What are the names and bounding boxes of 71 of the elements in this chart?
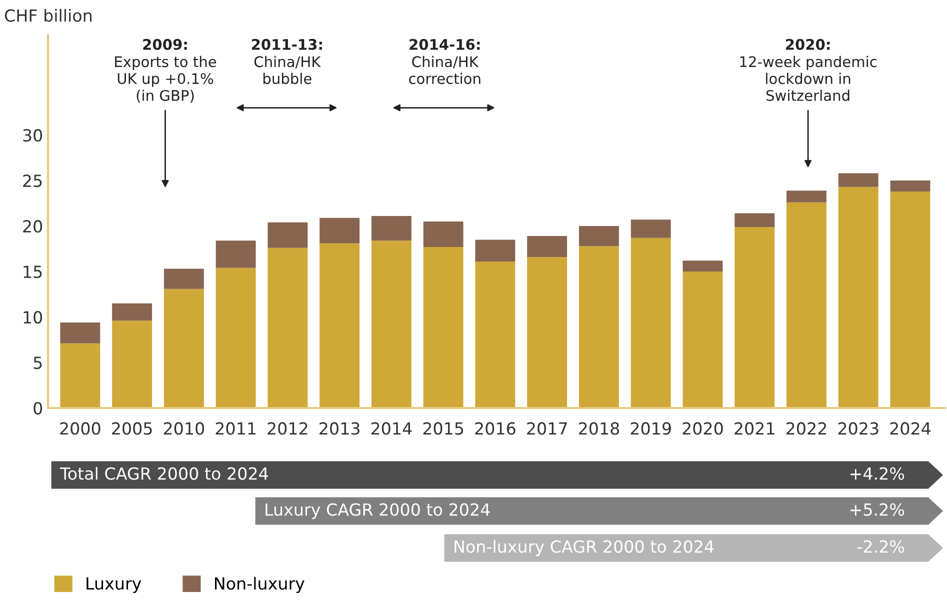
bar [578, 226, 619, 246]
y-axis-title: CHF billion [4, 8, 92, 22]
x-tick-label: 2019 [630, 422, 671, 435]
bar [527, 256, 568, 408]
bar [527, 236, 568, 257]
bar [371, 240, 412, 408]
bar [682, 272, 723, 408]
x-tick-label: 2017 [527, 422, 567, 435]
x-tick-label: 2000 [60, 422, 100, 435]
y-tick-label: 10 [24, 310, 42, 324]
bar [268, 248, 308, 408]
y-tick-label: 5 [34, 356, 42, 370]
bar [578, 246, 619, 408]
bar [682, 260, 723, 272]
bar [164, 268, 204, 289]
y-tick-label: 25 [23, 174, 42, 188]
bar [838, 186, 878, 408]
bar [112, 303, 152, 321]
x-tick-label: 2024 [890, 422, 931, 435]
x-tick-label: 2010 [164, 422, 204, 435]
x-tick-label: 2005 [112, 422, 152, 435]
bar [630, 238, 671, 408]
y-tick-label: 0 [34, 402, 42, 415]
bar [423, 246, 464, 408]
bar [268, 222, 308, 248]
bar [112, 320, 152, 408]
annotation: 2014-16: China/HK correction [409, 38, 480, 84]
bar [890, 180, 930, 192]
bar [786, 190, 826, 202]
x-tick-label: 2021 [734, 422, 774, 435]
x-tick-label: 2014 [371, 422, 412, 435]
bar [216, 240, 256, 268]
bar [838, 173, 878, 187]
bar [475, 262, 516, 408]
bar [734, 213, 775, 227]
bar [734, 226, 775, 408]
bar [371, 216, 412, 241]
bar [423, 222, 464, 247]
y-tick-label: 30 [23, 129, 42, 142]
text: +4.2% [850, 467, 904, 480]
y-tick-label: 20 [23, 220, 42, 233]
text: -2.2% [857, 540, 904, 553]
x-tick-label: 2018 [578, 422, 620, 435]
text: +5.2% [850, 503, 904, 516]
x-tick-label: 2016 [475, 422, 516, 435]
annotation: 2020: 12-week pandemic lockdown in Switzerland [740, 38, 876, 101]
x-tick-label: 2023 [838, 422, 878, 435]
bar [60, 343, 100, 408]
x-tick-label: 2015 [423, 422, 464, 435]
bar [60, 322, 100, 344]
text: Total CAGR 2000 to 2024 [60, 466, 268, 480]
legend-label: Non-luxury [215, 576, 304, 593]
bar [475, 240, 516, 262]
x-tick-label: 2012 [268, 422, 308, 435]
legend-label: Luxury [86, 577, 142, 593]
bar [320, 243, 360, 408]
bar [320, 218, 360, 244]
bar [164, 288, 204, 408]
bar [890, 191, 930, 408]
x-tick-label: 2020 [682, 422, 723, 435]
bar [786, 202, 826, 408]
x-tick-label: 2022 [786, 422, 826, 435]
annotation: 2011-13: China/HK bubble [252, 38, 322, 84]
annotation: 2009: Exports to the UK up +0.1% (in GBP) [115, 38, 216, 103]
y-tick-label: 15 [24, 266, 42, 278]
x-tick-label: 2013 [320, 422, 360, 435]
bar [216, 268, 256, 408]
text: Non-luxury CAGR 2000 to 2024 [454, 540, 714, 556]
bar [630, 220, 671, 238]
x-tick-label: 2011 [216, 422, 256, 435]
text: Luxury CAGR 2000 to 2024 [266, 503, 490, 520]
